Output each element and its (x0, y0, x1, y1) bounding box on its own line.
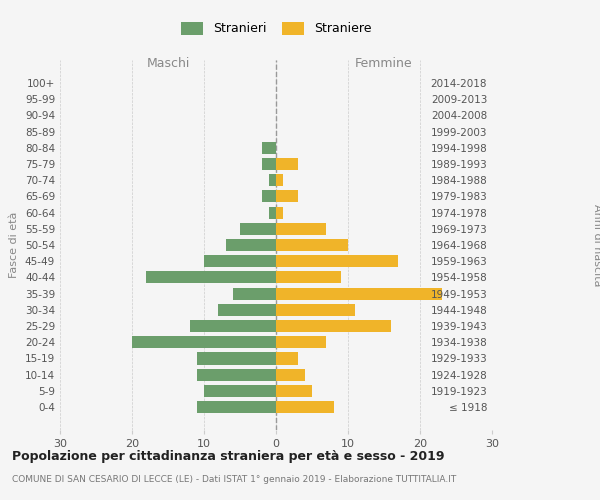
Bar (132, 336, 276, 348)
Bar (204, 385, 276, 397)
Bar (197, 368, 276, 381)
Bar (276, 190, 298, 202)
Bar (197, 352, 276, 364)
Bar (197, 401, 276, 413)
Bar (276, 255, 398, 268)
Text: COMUNE DI SAN CESARIO DI LECCE (LE) - Dati ISTAT 1° gennaio 2019 - Elaborazione : COMUNE DI SAN CESARIO DI LECCE (LE) - Da… (12, 475, 456, 484)
Bar (262, 142, 276, 154)
Bar (146, 272, 276, 283)
Text: Popolazione per cittadinanza straniera per età e sesso - 2019: Popolazione per cittadinanza straniera p… (12, 450, 445, 463)
Bar (276, 239, 348, 251)
Bar (276, 174, 283, 186)
Bar (276, 320, 391, 332)
Bar (276, 158, 298, 170)
Bar (218, 304, 276, 316)
Text: Femmine: Femmine (355, 57, 413, 70)
Bar (276, 336, 326, 348)
Bar (226, 239, 276, 251)
Bar (190, 320, 276, 332)
Bar (276, 368, 305, 381)
Bar (262, 158, 276, 170)
Bar (233, 288, 276, 300)
Bar (240, 222, 276, 235)
Bar (269, 174, 276, 186)
Bar (276, 401, 334, 413)
Bar (276, 206, 283, 218)
Bar (276, 288, 442, 300)
Text: Maschi: Maschi (146, 57, 190, 70)
Legend: Stranieri, Straniere: Stranieri, Straniere (181, 22, 371, 36)
Text: Anni di nascita: Anni di nascita (592, 204, 600, 286)
Bar (262, 190, 276, 202)
Bar (276, 352, 298, 364)
Y-axis label: Fasce di età: Fasce di età (10, 212, 19, 278)
Bar (276, 222, 326, 235)
Bar (276, 304, 355, 316)
Bar (204, 255, 276, 268)
Bar (276, 272, 341, 283)
Bar (269, 206, 276, 218)
Bar (276, 385, 312, 397)
